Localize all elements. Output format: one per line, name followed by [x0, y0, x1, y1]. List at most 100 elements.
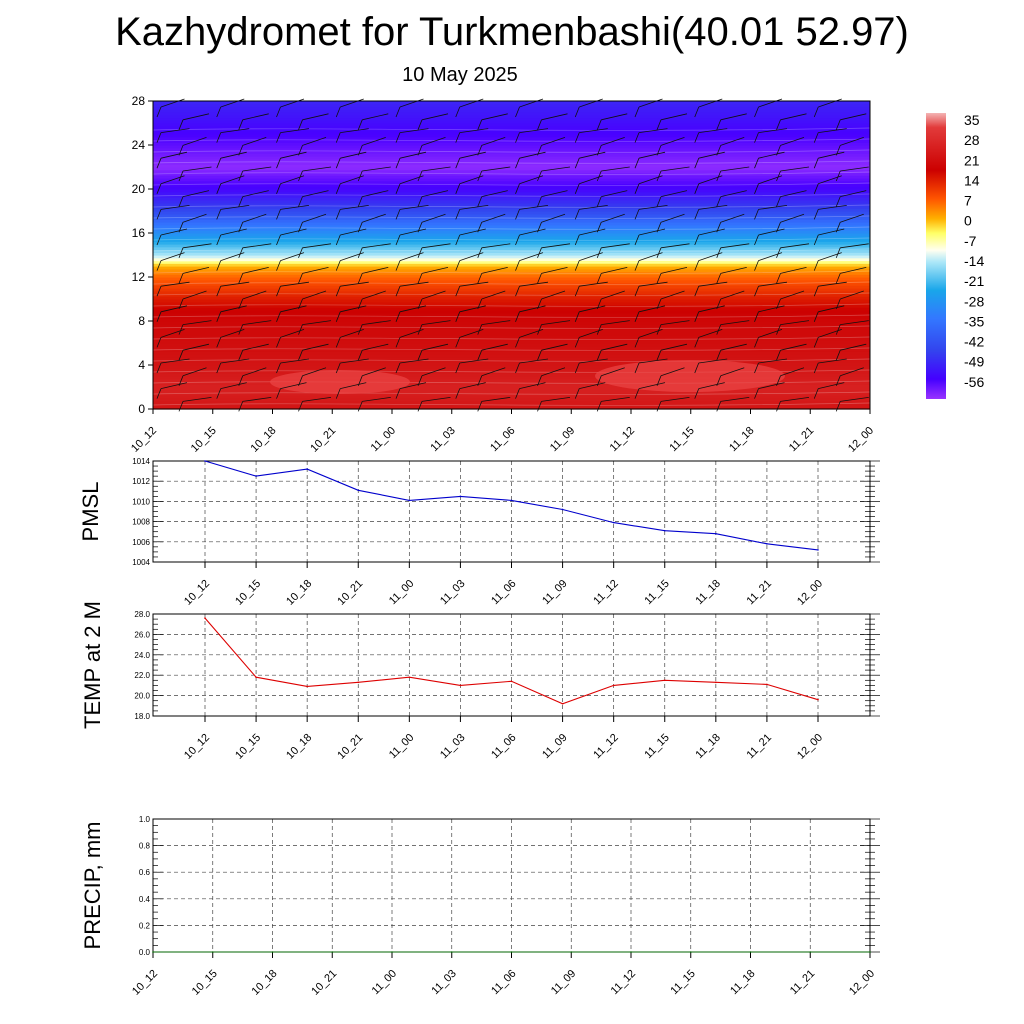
wind-barb: [276, 329, 305, 348]
contour-line: [152, 402, 871, 406]
x-tick-label: 11_03: [438, 732, 468, 762]
colorbar-label: -42: [964, 334, 984, 350]
wind-barb: [776, 397, 810, 412]
wind-barb: [357, 190, 389, 207]
wind-barb: [335, 329, 364, 348]
wind-barb: [298, 343, 329, 361]
contour-line: [152, 215, 871, 219]
warm-cell: [595, 360, 785, 392]
wind-barb: [417, 166, 451, 182]
y-tick-label: 1010: [132, 497, 150, 506]
heatmap-band: [153, 332, 870, 336]
heatmap-band: [153, 249, 870, 253]
heatmap-band: [153, 142, 870, 146]
wind-barb: [596, 113, 628, 130]
wind-barb: [455, 358, 489, 374]
wind-barb: [813, 358, 847, 374]
x-tick-label: 10_15: [233, 732, 263, 762]
data-point: [561, 508, 564, 511]
wind-barb: [694, 382, 725, 399]
heatmap-band: [153, 114, 870, 119]
wind-barb: [596, 397, 630, 412]
y-tick-label: 1008: [132, 518, 150, 527]
data-point: [612, 521, 615, 524]
wind-barb: [537, 343, 568, 361]
x-tick-label: 11_21: [787, 425, 817, 455]
wind-barb: [776, 190, 807, 207]
wind-barb: [178, 320, 212, 335]
heatmap-band: [153, 227, 870, 231]
heatmap-band: [153, 343, 870, 347]
x-tick-label: 11_09: [548, 425, 578, 455]
heatmap-band: [153, 244, 870, 248]
data-point: [152, 951, 154, 953]
wind-barb: [276, 98, 305, 118]
wind-barb: [515, 228, 546, 246]
contour-line: [152, 347, 871, 351]
wind-barb: [596, 343, 628, 361]
temp-2m-panel: 18.0 20.0 22.0 24.0 26.0 28.0 10_12 10_15 10_18 1…: [80, 601, 880, 762]
x-tick-label: 11_06: [489, 732, 519, 762]
contour-line: [152, 204, 871, 208]
heatmap-band: [153, 230, 870, 234]
wind-barb: [813, 98, 842, 118]
colorbar-label: 35: [964, 112, 980, 128]
wind-barb: [716, 166, 750, 182]
wind-barb: [515, 151, 546, 169]
wind-barb: [813, 252, 842, 271]
wind-barb: [813, 281, 847, 297]
x-tick-label: 11_21: [744, 732, 774, 762]
wind-barb: [455, 175, 484, 194]
data-point: [510, 951, 513, 953]
wind-barb: [335, 252, 364, 271]
wind-barb: [754, 252, 783, 271]
data-point: [715, 681, 717, 684]
wind-barb: [835, 397, 869, 412]
wind-barb: [634, 281, 668, 297]
heatmap-band: [153, 282, 870, 286]
wind-barb: [776, 267, 807, 284]
wind-barb: [634, 329, 663, 348]
heatmap-band: [153, 136, 870, 141]
wind-barb: [276, 228, 307, 246]
wind-barb: [276, 151, 307, 169]
wind-barb: [298, 190, 329, 207]
wind-barb: [754, 128, 788, 143]
data-point: [357, 681, 360, 684]
wind-barb: [754, 382, 785, 399]
x-tick-label: 11_15: [667, 425, 697, 455]
y-tick-label: 1004: [132, 558, 150, 567]
heatmap-band: [153, 304, 870, 308]
wind-barb: [335, 205, 369, 220]
heatmap-band: [153, 150, 870, 154]
wind-barb: [574, 228, 606, 246]
wind-barb: [694, 128, 728, 143]
heatmap-band: [153, 213, 870, 218]
wind-barb: [596, 320, 630, 335]
wind-barb: [574, 128, 608, 143]
heatmap-band: [153, 167, 870, 171]
heatmap-band: [153, 169, 870, 174]
heatmap-band: [153, 233, 870, 237]
heatmap-band: [153, 334, 870, 339]
contour-line: [152, 281, 871, 285]
data-point: [408, 676, 411, 679]
wind-barb: [754, 151, 785, 169]
wind-barb: [477, 166, 511, 182]
wind-barb: [238, 267, 269, 284]
wind-barb: [537, 166, 571, 182]
wind-barb: [813, 205, 847, 220]
heatmap-band: [153, 123, 870, 127]
x-tick-label: 11_00: [387, 732, 417, 762]
data-point: [766, 543, 768, 545]
wind-barb: [216, 205, 250, 220]
y-tick-label: 12: [132, 270, 146, 284]
data-point: [255, 676, 257, 679]
wind-barb: [694, 305, 725, 322]
heatmap-band: [153, 340, 870, 344]
data-point: [869, 951, 871, 953]
pmsl-panel: 1004 1006 1008 1010 1012 1014 10_12 10_15 10_18 1…: [78, 457, 880, 608]
wind-barb: [335, 281, 369, 297]
wind-barb: [455, 382, 486, 399]
data-point: [211, 951, 214, 953]
